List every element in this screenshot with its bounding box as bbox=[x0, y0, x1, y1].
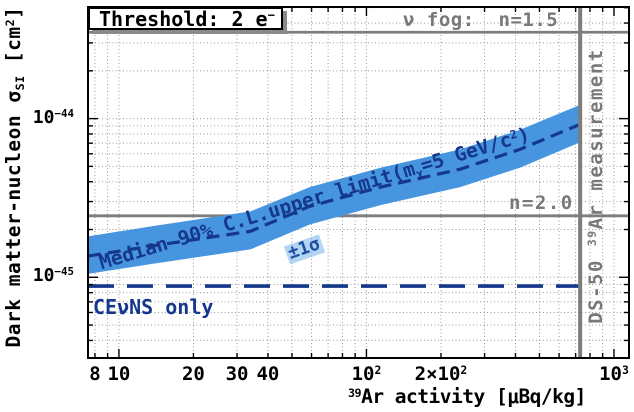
x-tick-label: 40 bbox=[256, 363, 280, 385]
y-axis-title: Dark matter-nucleon σSI [cm2] bbox=[1, 6, 27, 348]
x-tick-label: 103 bbox=[599, 362, 629, 385]
x-tick-label: 20 bbox=[181, 363, 205, 385]
threshold-box: Threshold: 2 e− bbox=[88, 6, 283, 31]
y-tick-label: 10−44 bbox=[32, 106, 74, 128]
y-tick-label: 10−45 bbox=[32, 265, 74, 287]
x-tick-label: 2×102 bbox=[414, 362, 468, 385]
x-axis-title: 39Ar activity [μBq/kg] bbox=[348, 385, 586, 408]
x-tick-label: 102 bbox=[351, 362, 382, 385]
cevns-only-label: CEνNS only bbox=[93, 295, 214, 319]
x-tick-label: 10 bbox=[107, 363, 131, 385]
plot-frame bbox=[87, 6, 630, 359]
median-limit-line bbox=[87, 122, 581, 258]
threshold-label: Threshold: 2 e− bbox=[99, 6, 275, 31]
nu-fog-label: ν fog: n=1.5 bbox=[403, 9, 559, 31]
n2-label: n=2.0 bbox=[509, 192, 574, 214]
x-tick-label: 8 bbox=[89, 363, 101, 385]
x-tick-label: 30 bbox=[225, 363, 249, 385]
ds50-measurement-label: DS-50 39Ar measurement bbox=[584, 48, 608, 324]
sigma-band bbox=[88, 104, 581, 274]
